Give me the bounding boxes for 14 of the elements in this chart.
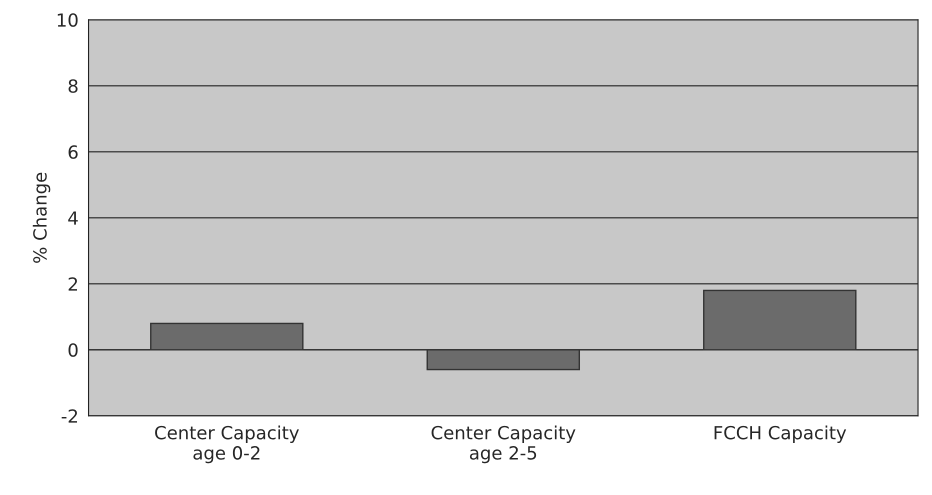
y-tick-label: 2 — [68, 277, 78, 291]
y-tick-label: -2 — [62, 409, 78, 423]
y-tick-label: 0 — [68, 343, 78, 357]
y-tick-label: 6 — [68, 145, 78, 159]
x-tick-label: FCCH Capacity — [714, 426, 846, 443]
y-tick-label: 4 — [68, 211, 78, 225]
y-axis-title: % Change — [32, 172, 50, 263]
x-tick-label: Center Capacity age 2-5 — [432, 426, 576, 464]
bar — [703, 290, 857, 350]
bar — [426, 349, 580, 370]
bar — [150, 322, 304, 350]
x-tick-label: Center Capacity age 0-2 — [155, 426, 299, 464]
y-tick-label: 10 — [58, 13, 78, 27]
y-tick-label: 8 — [68, 79, 78, 93]
